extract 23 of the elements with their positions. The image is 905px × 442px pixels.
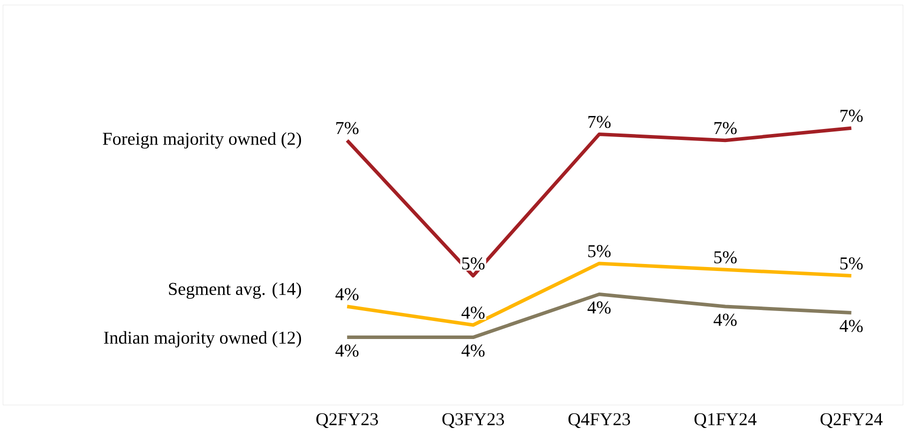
data-label: 7% xyxy=(840,110,863,122)
data-label: 5% xyxy=(714,251,737,264)
data-label: 4% xyxy=(335,344,359,357)
x-tick-label: Q2FY23 xyxy=(316,413,378,428)
data-label: 4% xyxy=(714,314,737,326)
data-label: 4% xyxy=(840,320,863,332)
x-tick-label: Q1FY24 xyxy=(694,413,756,428)
data-label: 5% xyxy=(840,257,863,270)
data-label: 7% xyxy=(588,116,611,128)
data-label: 4% xyxy=(462,344,485,357)
text: Indian majority owned (12) xyxy=(104,331,302,348)
data-label: 4% xyxy=(462,306,485,319)
x-tick-label: Q3FY23 xyxy=(442,413,504,428)
x-tick-label: Q2FY24 xyxy=(820,413,883,428)
data-label: 7% xyxy=(336,122,359,134)
text: Foreign majority owned (2) xyxy=(102,132,302,149)
data-label: 5% xyxy=(588,245,611,258)
data-label: 4% xyxy=(335,288,359,300)
data-label: 5% xyxy=(462,257,485,270)
x-tick-label: Q4FY23 xyxy=(568,413,630,428)
text: Segment avg. (14) xyxy=(169,282,302,299)
data-label: 4% xyxy=(588,301,611,314)
data-label: 7% xyxy=(714,122,737,134)
